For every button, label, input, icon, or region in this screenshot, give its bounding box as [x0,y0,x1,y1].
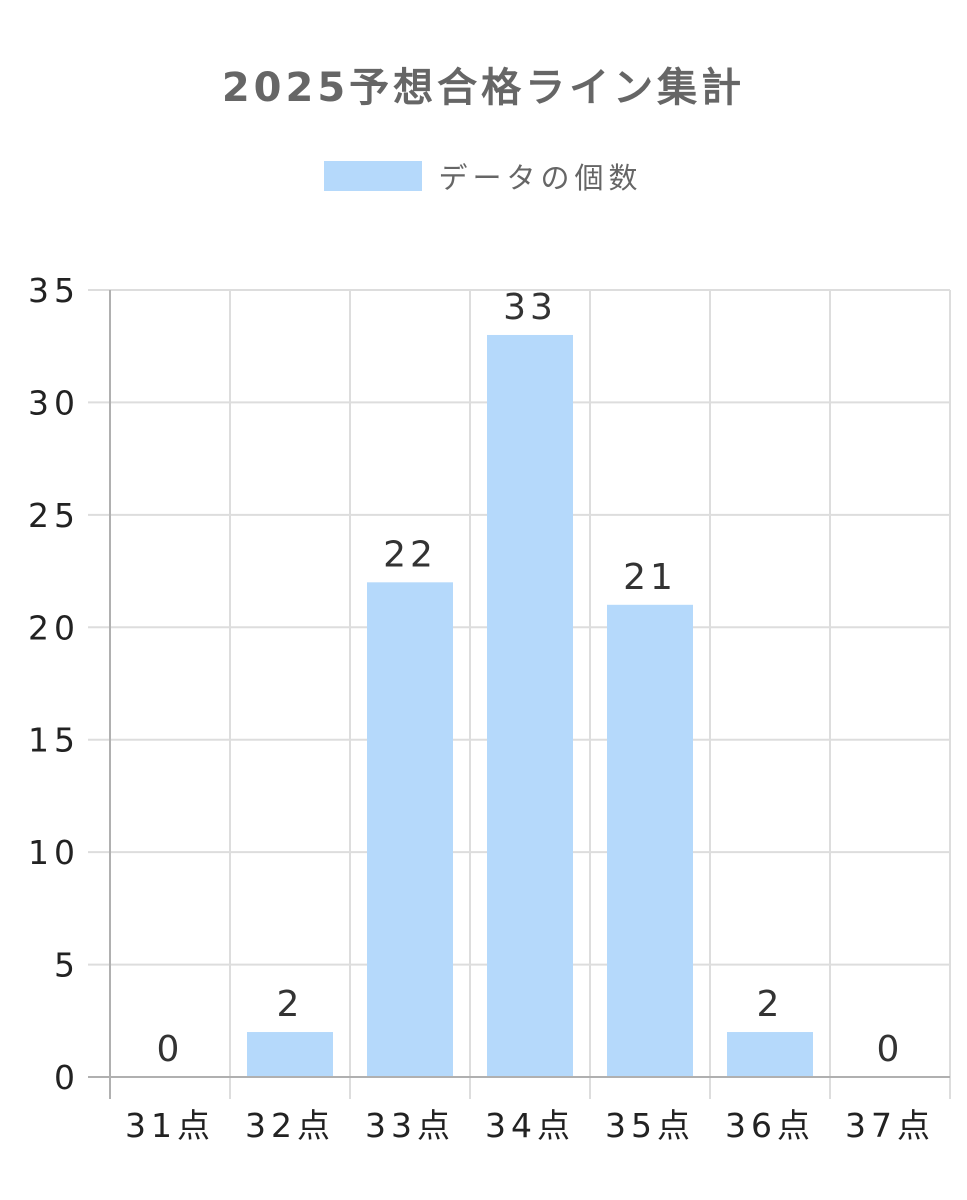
y-tick-label: 0 [54,1058,80,1097]
data-label: 2 [277,984,304,1025]
x-tick-label: 33点 [365,1106,455,1145]
bar-35点[interactable] [607,604,693,1077]
y-tick-label: 10 [28,833,80,872]
y-tick-label: 15 [28,721,80,760]
legend-label: データの個数 [438,161,643,195]
bar-36点[interactable] [727,1032,813,1077]
legend[interactable]: データの個数 [0,155,967,197]
data-label: 22 [383,534,437,575]
legend-swatch [324,161,423,191]
data-label: 0 [157,1029,184,1070]
bars [247,334,813,1077]
y-tick-label: 20 [28,608,80,647]
x-tick-label: 34点 [485,1106,575,1145]
bar-32点[interactable] [247,1032,333,1077]
data-label: 21 [623,557,677,598]
axes [88,290,950,1099]
data-label: 2 [757,984,784,1025]
x-tick-label: 36点 [725,1106,815,1145]
data-label: 33 [503,287,557,328]
y-tick-label: 25 [28,496,80,535]
x-tick-label: 37点 [845,1106,935,1145]
x-tick-label: 31点 [125,1106,215,1145]
x-tick-label: 35点 [605,1106,695,1145]
bar-34点[interactable] [487,334,573,1077]
x-tick-label: 32点 [245,1106,335,1145]
y-tick-label: 30 [28,383,80,422]
y-tick-label: 5 [54,946,80,985]
bar-33点[interactable] [367,582,453,1077]
labels: 0 5 10 15 20 25 30 35 0 31点 2 32点 22 33点 33 34点 21 35点 2 36… [28,271,935,1145]
chart-title: 2025予想合格ライン集計 [221,65,746,111]
y-tick-label: 35 [28,271,80,310]
data-label: 0 [877,1029,904,1070]
